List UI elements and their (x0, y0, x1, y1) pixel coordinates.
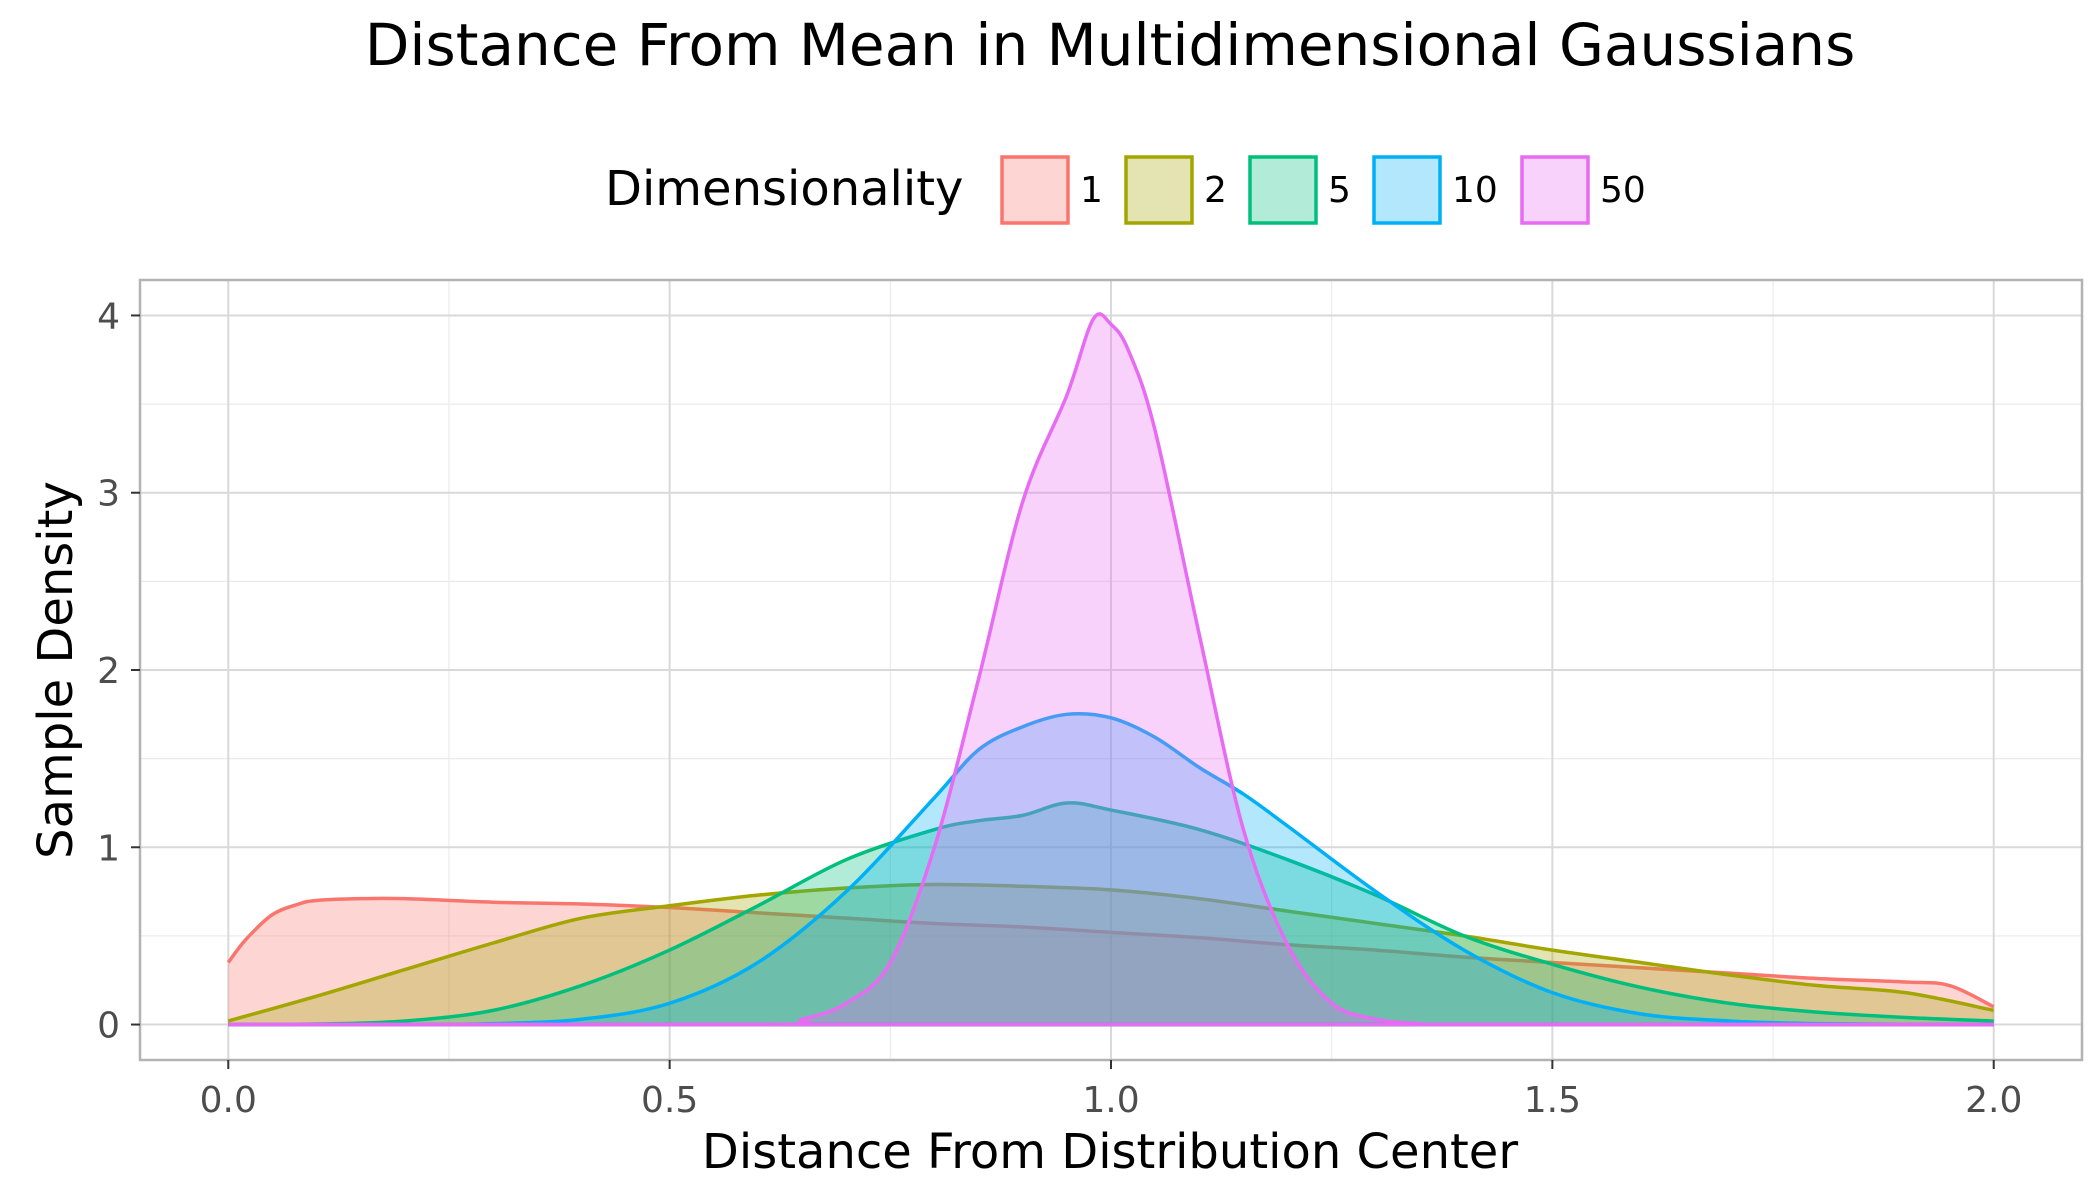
legend-key-10 (1372, 155, 1442, 225)
legend-label-5: 5 (1328, 170, 1351, 211)
y-tick-label: 3 (97, 474, 120, 515)
legend-label-1: 1 (1080, 170, 1103, 211)
density-area-50 (228, 313, 1994, 1025)
legend-key-bg (1520, 155, 1590, 225)
legend-item-1: 1 (1000, 155, 1103, 225)
plot-panel (138, 278, 2084, 1062)
y-tick-label: 2 (97, 651, 120, 692)
density-line-2 (227, 882, 1995, 1023)
density-area-10 (228, 713, 1994, 1025)
x-axis-ticks: 0.0 0.5 1.0 1.5 2.0 (200, 1060, 2022, 1121)
y-tick-label: 1 (97, 828, 120, 869)
legend-label-10: 10 (1452, 170, 1498, 211)
legend-item-50: 50 (1520, 155, 1646, 225)
legend-label-50: 50 (1600, 170, 1646, 211)
legend-key-bg (1372, 155, 1442, 225)
legend-key-1 (1000, 155, 1070, 225)
legend-key-5 (1248, 155, 1318, 225)
legend: Dimensionality 1 2 5 10 50 (605, 155, 1646, 225)
density-line-50 (228, 312, 1994, 1027)
x-tick-label: 0.5 (641, 1080, 698, 1121)
legend-key-bg (1248, 155, 1318, 225)
legend-key-bg (1124, 155, 1194, 225)
legend-key-50 (1520, 155, 1590, 225)
x-tick-label: 0.0 (200, 1080, 257, 1121)
density-series (226, 312, 1995, 1027)
y-tick-label: 4 (97, 296, 120, 337)
density-line-5 (228, 801, 1994, 1027)
y-tick-label: 0 (97, 1006, 120, 1047)
legend-item-10: 10 (1372, 155, 1498, 225)
y-axis-title: Sample Density (28, 481, 84, 859)
x-tick-label: 1.5 (1524, 1080, 1581, 1121)
legend-key-2 (1124, 155, 1194, 225)
x-tick-label: 1.0 (1082, 1080, 1139, 1121)
density-area-5 (228, 802, 1994, 1025)
x-tick-label: 2.0 (1965, 1080, 2022, 1121)
series-50 (228, 312, 1994, 1027)
x-axis-title: Distance From Distribution Center (702, 1124, 1518, 1180)
legend-item-2: 2 (1124, 155, 1227, 225)
legend-label-2: 2 (1204, 170, 1227, 211)
legend-items: 1 2 5 10 50 (1000, 155, 1646, 225)
density-line-10 (228, 711, 1994, 1027)
legend-title: Dimensionality (605, 161, 963, 217)
density-area-2 (228, 884, 1994, 1025)
legend-key-bg (1000, 155, 1070, 225)
y-axis-ticks: 0 1 2 3 4 (97, 296, 140, 1047)
chart-title: Distance From Mean in Multidimensional G… (365, 11, 1856, 79)
legend-item-5: 5 (1248, 155, 1351, 225)
